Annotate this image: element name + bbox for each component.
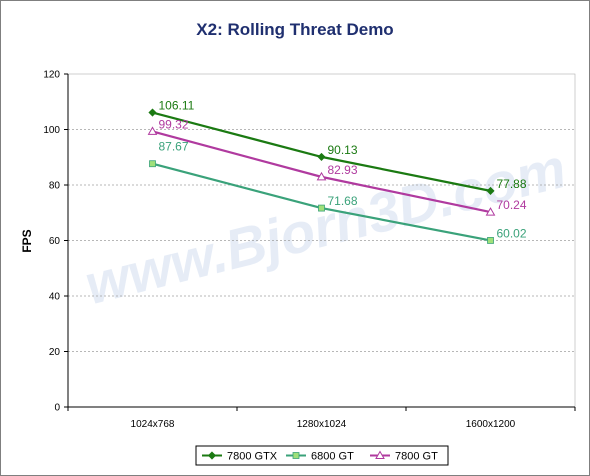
data-label: 106.11: [159, 99, 195, 113]
data-label: 60.02: [497, 226, 527, 240]
series-point: [375, 450, 385, 459]
data-label: 77.88: [497, 177, 527, 191]
y-tick-label: 0: [54, 403, 60, 414]
series-point: [292, 452, 300, 459]
legend: 7800 GTX 6800 GT 7800 GT: [195, 445, 449, 466]
y-tick-label: 120: [43, 70, 60, 81]
x-tick-label: 1280x1024: [297, 419, 347, 430]
legend-label: 7800 GT: [395, 451, 438, 463]
series-point: [486, 186, 495, 195]
series-point: [485, 207, 496, 216]
legend-label: 7800 GTX: [227, 451, 278, 463]
legend-box: [195, 445, 449, 466]
series-point: [487, 237, 494, 244]
data-label: 87.67: [159, 140, 189, 154]
y-tick-label: 40: [49, 292, 61, 303]
x-tick-label: 1024x768: [131, 419, 175, 430]
series-point: [318, 204, 325, 212]
data-label: 99.32: [159, 117, 189, 131]
series-point: [149, 160, 156, 168]
series-point: [207, 451, 217, 460]
y-tick-label: 20: [49, 347, 61, 358]
x-tick-label: 1600x1200: [466, 419, 516, 430]
chart-title: X2: Rolling Threat Demo: [196, 20, 393, 39]
y-tick-label: 100: [43, 125, 60, 136]
data-label: 70.24: [497, 198, 527, 212]
data-label: 90.13: [328, 143, 358, 157]
series-point: [148, 108, 157, 117]
series-point: [147, 126, 158, 135]
legend-label: 6800 GT: [311, 451, 354, 463]
data-label: 82.93: [328, 163, 358, 177]
data-label: 71.68: [328, 194, 358, 208]
series-point: [317, 152, 326, 161]
series-point: [316, 171, 327, 181]
y-tick-label: 80: [49, 181, 61, 192]
y-tick-label: 60: [49, 236, 61, 247]
y-axis-label: FPS: [20, 229, 34, 252]
